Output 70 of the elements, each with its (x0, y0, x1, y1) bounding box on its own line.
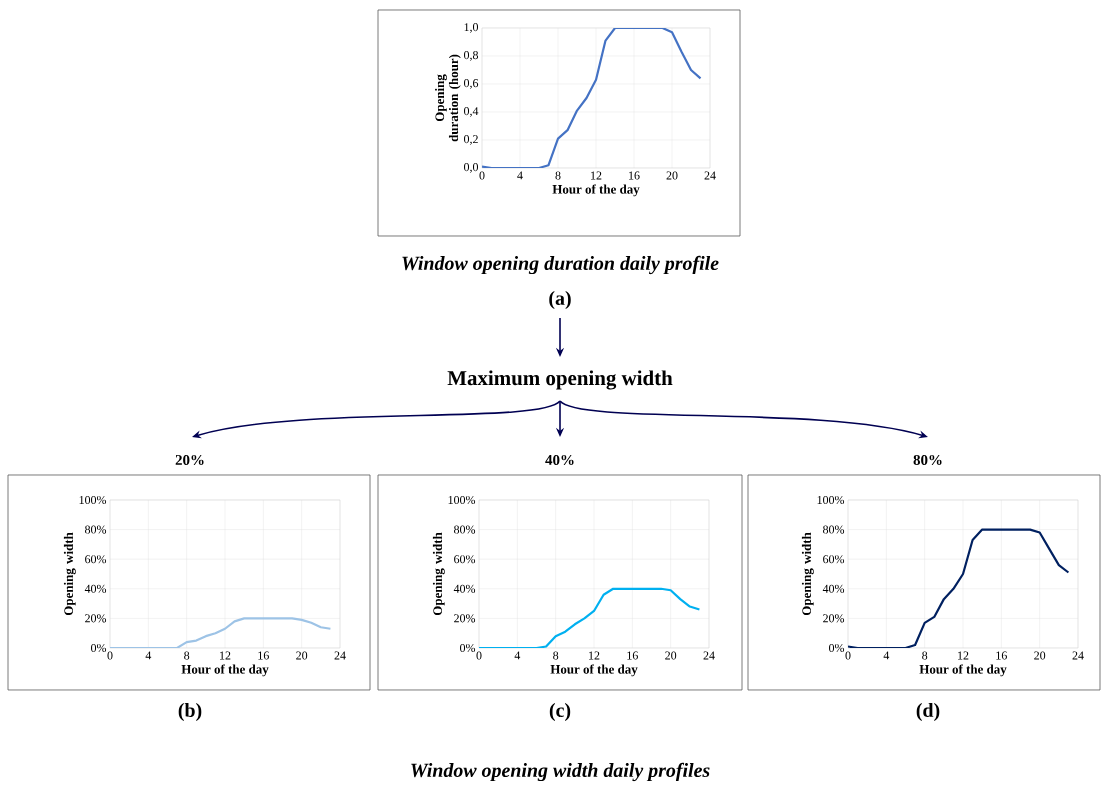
x-tick-label: 16 (627, 651, 638, 660)
text: (a) (549, 290, 571, 310)
text: Window opening width daily profiles (411, 762, 710, 782)
y-tick-label: 100% (79, 495, 107, 505)
text: (b) (178, 702, 202, 722)
x-tick-label: 0 (845, 651, 851, 660)
y-tick-label: 1,0 (464, 23, 479, 33)
chart-title: 40% (545, 454, 574, 466)
text: Window opening duration daily profile (402, 255, 719, 275)
y-tick-label: 0% (460, 643, 476, 653)
x-tick-label: 20 (1034, 651, 1046, 660)
x-tick-label: 12 (589, 651, 600, 660)
y-tick-label: 0% (91, 643, 107, 653)
x-tick-label: 20 (296, 651, 308, 660)
x-tick-label: 8 (184, 651, 190, 660)
y-tick-label: 20% (85, 614, 107, 623)
x-tick-label: 4 (145, 651, 152, 660)
y-axis-title: Opening width (432, 532, 445, 616)
y-tick-label: 60% (454, 555, 476, 564)
y-axis-title: Opening width (801, 532, 814, 616)
y-tick-label: 100% (448, 495, 476, 505)
x-tick-label: 0 (476, 651, 482, 660)
text: Maximum opening width (447, 370, 673, 390)
x-tick-label: 4 (883, 651, 890, 660)
text: (d) (916, 702, 940, 722)
x-tick-label: 24 (703, 651, 715, 660)
x-tick-label: 12 (958, 651, 969, 660)
x-tick-label: 16 (258, 651, 269, 660)
x-tick-label: 16 (629, 171, 640, 180)
y-tick-label: 60% (85, 555, 107, 564)
y-tick-label: 100% (817, 495, 845, 505)
x-tick-label: 12 (220, 651, 231, 660)
y-tick-label: 0,6 (464, 79, 479, 89)
chart-title: 20% (175, 454, 204, 466)
x-tick-label: 24 (1072, 651, 1084, 660)
x-tick-label: 8 (555, 171, 561, 180)
y-tick-label: 80% (85, 525, 107, 534)
x-tick-label: 24 (334, 651, 346, 660)
x-axis-title: Hour of the day (550, 664, 638, 677)
x-tick-label: 8 (553, 651, 559, 660)
text: (c) (549, 702, 571, 722)
y-tick-label: 40% (453, 584, 476, 593)
y-tick-label: 0,8 (464, 51, 479, 61)
y-tick-label: 40% (84, 584, 107, 593)
y-tick-label: 60% (823, 555, 845, 564)
x-tick-label: 0 (107, 651, 113, 660)
x-tick-label: 20 (666, 171, 678, 180)
x-tick-label: 4 (514, 651, 521, 660)
x-tick-label: 16 (996, 651, 1007, 660)
x-axis-title: Hour of the day (919, 664, 1007, 677)
y-tick-label: 80% (823, 525, 845, 534)
y-tick-label: 0,2 (464, 135, 478, 145)
x-tick-label: 0 (479, 171, 485, 180)
y-axis-title: Opening width (63, 532, 76, 616)
x-tick-label: 8 (922, 651, 928, 660)
y-tick-label: 0,0 (464, 163, 479, 173)
x-tick-label: 4 (517, 171, 523, 180)
y-tick-label: 0,4 (464, 107, 479, 117)
y-tick-label: 0% (829, 643, 845, 653)
y-axis-title: Opening duration (hour) (435, 54, 461, 142)
x-tick-label: 12 (591, 171, 602, 180)
x-tick-label: 24 (704, 171, 716, 180)
y-tick-label: 40% (822, 584, 845, 593)
y-tick-label: 20% (823, 614, 845, 623)
x-axis-title: Hour of the day (181, 664, 269, 677)
chart-title: 80% (913, 454, 942, 466)
y-tick-label: 80% (454, 525, 476, 534)
y-tick-label: 20% (454, 614, 476, 623)
x-axis-title: Hour of the day (552, 184, 640, 197)
x-tick-label: 20 (665, 651, 677, 660)
